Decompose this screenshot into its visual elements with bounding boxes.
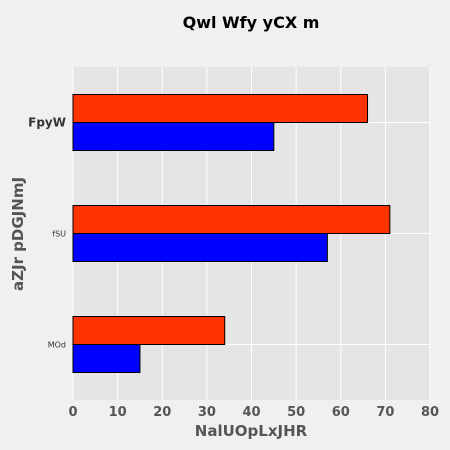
bar-series-1-fSU <box>72 233 328 262</box>
x-tick-label: 0 <box>68 405 77 420</box>
x-tick-label: 30 <box>198 405 216 420</box>
x-tick-label: 20 <box>153 405 171 420</box>
x-tick-label: 50 <box>287 405 305 420</box>
y-tick-label: MOd <box>48 341 66 350</box>
x-axis-label: NalUOpLxJHR <box>195 422 308 440</box>
x-tick-label: 10 <box>109 405 127 420</box>
bar-series-2-FpyW <box>72 94 369 123</box>
chart-title: Qwl Wfy yCX m <box>183 13 320 32</box>
y-tick-labels: MOd fSU FpyW <box>28 116 66 350</box>
y-axis-label: aZJr pDGJNmJ <box>9 177 27 291</box>
y-tick-label: FpyW <box>28 116 66 130</box>
bar-series-1-MOd <box>72 344 141 373</box>
bar-series-2-MOd <box>72 316 226 345</box>
bar-series-2-fSU <box>72 205 391 234</box>
x-tick-labels: 0 10 20 30 40 50 60 70 80 <box>68 405 439 420</box>
x-tick-label: 60 <box>332 405 350 420</box>
bar-series-1-FpyW <box>72 122 275 151</box>
y-tick-label: fSU <box>52 230 66 239</box>
x-tick-label: 70 <box>376 405 394 420</box>
bars <box>72 94 391 373</box>
x-tick-label: 80 <box>421 405 439 420</box>
x-tick-label: 40 <box>242 405 260 420</box>
